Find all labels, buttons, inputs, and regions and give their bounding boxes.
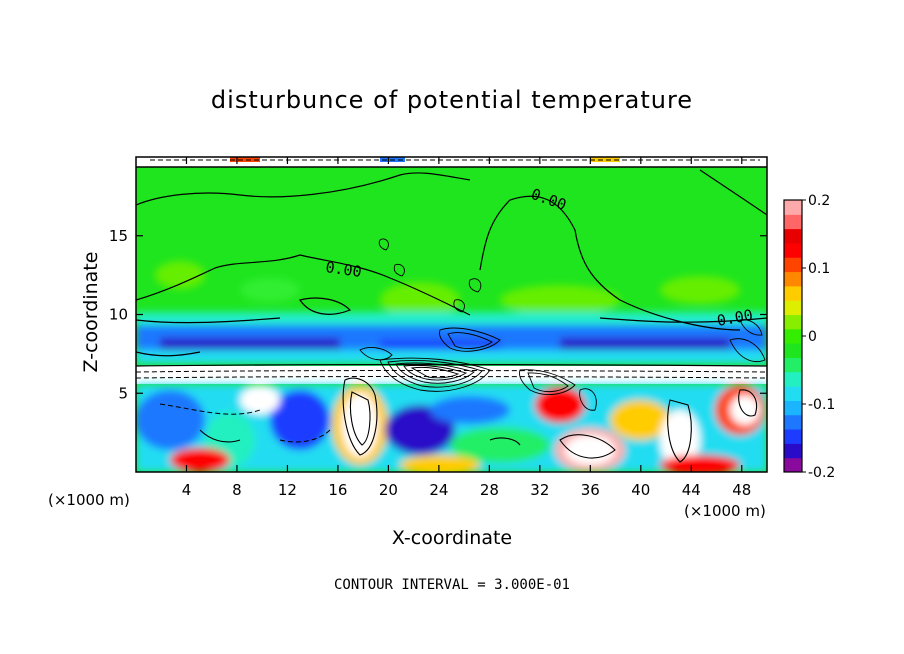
colorbar-swatch [784,386,802,401]
contour-label: 0.00 [716,306,755,330]
y-axis-label: Z-coordinate [80,251,102,373]
y-tick-label: 5 [118,384,128,402]
colorbar-swatch [784,228,802,244]
colorbar-swatch [784,285,802,301]
colorbar-swatch [784,357,802,373]
y-axis: 5 10 15 [109,227,767,402]
colorbar-swatch [784,371,802,387]
colorbar-swatch [784,257,802,273]
heatmap-field [136,157,767,472]
x-tick-label: 8 [232,481,242,499]
x-tick-label: 44 [682,481,701,499]
x-tick-label: 28 [480,481,499,499]
chart-title: disturbunce of potential temperature [210,86,694,114]
x-unit-label-left: (×1000 m) [48,491,130,509]
colorbar-swatch [784,214,802,230]
colorbar-tick-label: 0.1 [808,261,830,277]
colorbar [783,199,803,473]
y-tick-label: 10 [109,306,128,324]
colorbar-swatch [784,414,802,430]
colorbar-swatch [784,200,802,215]
contour-lines [136,169,767,367]
colorbar-swatch [784,271,802,287]
contour-interval-note: CONTOUR INTERVAL = 3.000E-01 [333,577,570,593]
colorbar-swatch [784,314,802,330]
contour-cluster [359,238,766,411]
colorbar-tick-label: -0.1 [808,397,835,413]
colorbar-swatch [784,457,802,473]
contour-label: 0.00 [324,258,362,281]
colorbar-swatch [784,343,802,358]
colorbar-swatch [784,429,802,444]
x-tick-label: 4 [182,481,192,499]
x-tick-label: 32 [530,481,549,499]
colorbar-swatch [784,328,802,344]
colorbar-swatch [784,400,802,416]
x-tick-label: 12 [278,481,297,499]
y-tick-label: 15 [109,227,128,245]
colorbar-swatch [784,300,802,316]
colorbar-swatch [784,242,802,258]
x-unit-label-right: (×1000 m) [684,502,766,520]
x-tick-label: 24 [429,481,448,499]
colorbar-tick-label: 0.2 [808,193,830,209]
x-tick-label: 36 [581,481,600,499]
colorbar-tick-label: 0 [808,329,817,345]
x-axis: 4 8 12 16 20 24 28 32 36 40 44 48 [182,157,751,499]
x-tick-label: 48 [732,481,751,499]
colorbar-tick-label: -0.2 [808,465,835,481]
colorbar-swatch [784,443,802,459]
x-axis-label: X-coordinate [391,527,513,549]
x-tick-label: 16 [328,481,347,499]
x-tick-label: 20 [379,481,398,499]
colorbar-ticks: 0.2 0.1 0 -0.1 -0.2 [802,193,835,481]
x-tick-label: 40 [631,481,650,499]
